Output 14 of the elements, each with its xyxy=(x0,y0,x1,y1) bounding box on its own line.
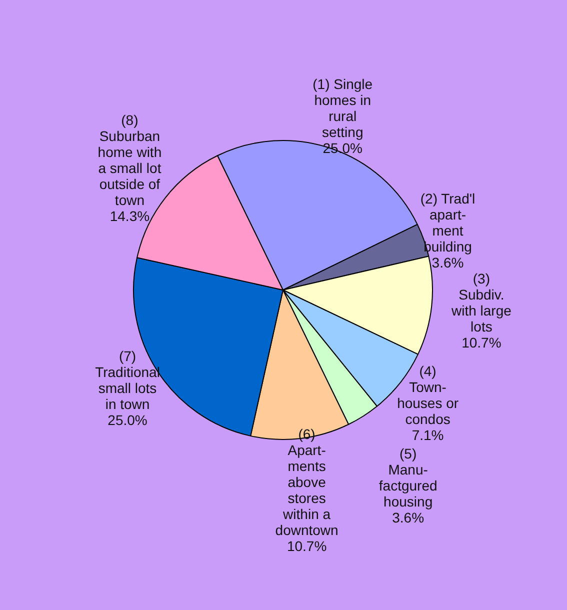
data-label: 10.7% xyxy=(462,334,502,350)
slice-label: (8) Suburban home with a small lot outside of town xyxy=(98,112,162,208)
data-label: 10.7% xyxy=(286,538,327,554)
slice-label: (1) Single homes in rural setting xyxy=(312,76,373,140)
slice-label: (5) Manu- factgured housing xyxy=(378,445,438,510)
data-label: 14.3% xyxy=(110,208,150,224)
data-label: 3.6% xyxy=(392,509,424,526)
data-label: 25.0% xyxy=(108,412,148,428)
slice-label: (4) Town- houses or condos xyxy=(397,363,459,428)
data-label: 25.0% xyxy=(322,140,362,156)
slice-label: (3) Subdiv. with large lots xyxy=(450,270,512,334)
slice-label: (7) Traditional small lots in town xyxy=(95,348,160,412)
data-label: 3.6% xyxy=(432,254,464,270)
data-label: 7.1% xyxy=(412,427,444,444)
